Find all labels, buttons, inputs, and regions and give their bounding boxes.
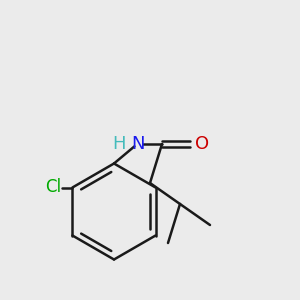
Text: N: N	[131, 135, 145, 153]
Text: O: O	[195, 135, 209, 153]
Text: H: H	[112, 135, 125, 153]
Text: Cl: Cl	[45, 178, 61, 196]
